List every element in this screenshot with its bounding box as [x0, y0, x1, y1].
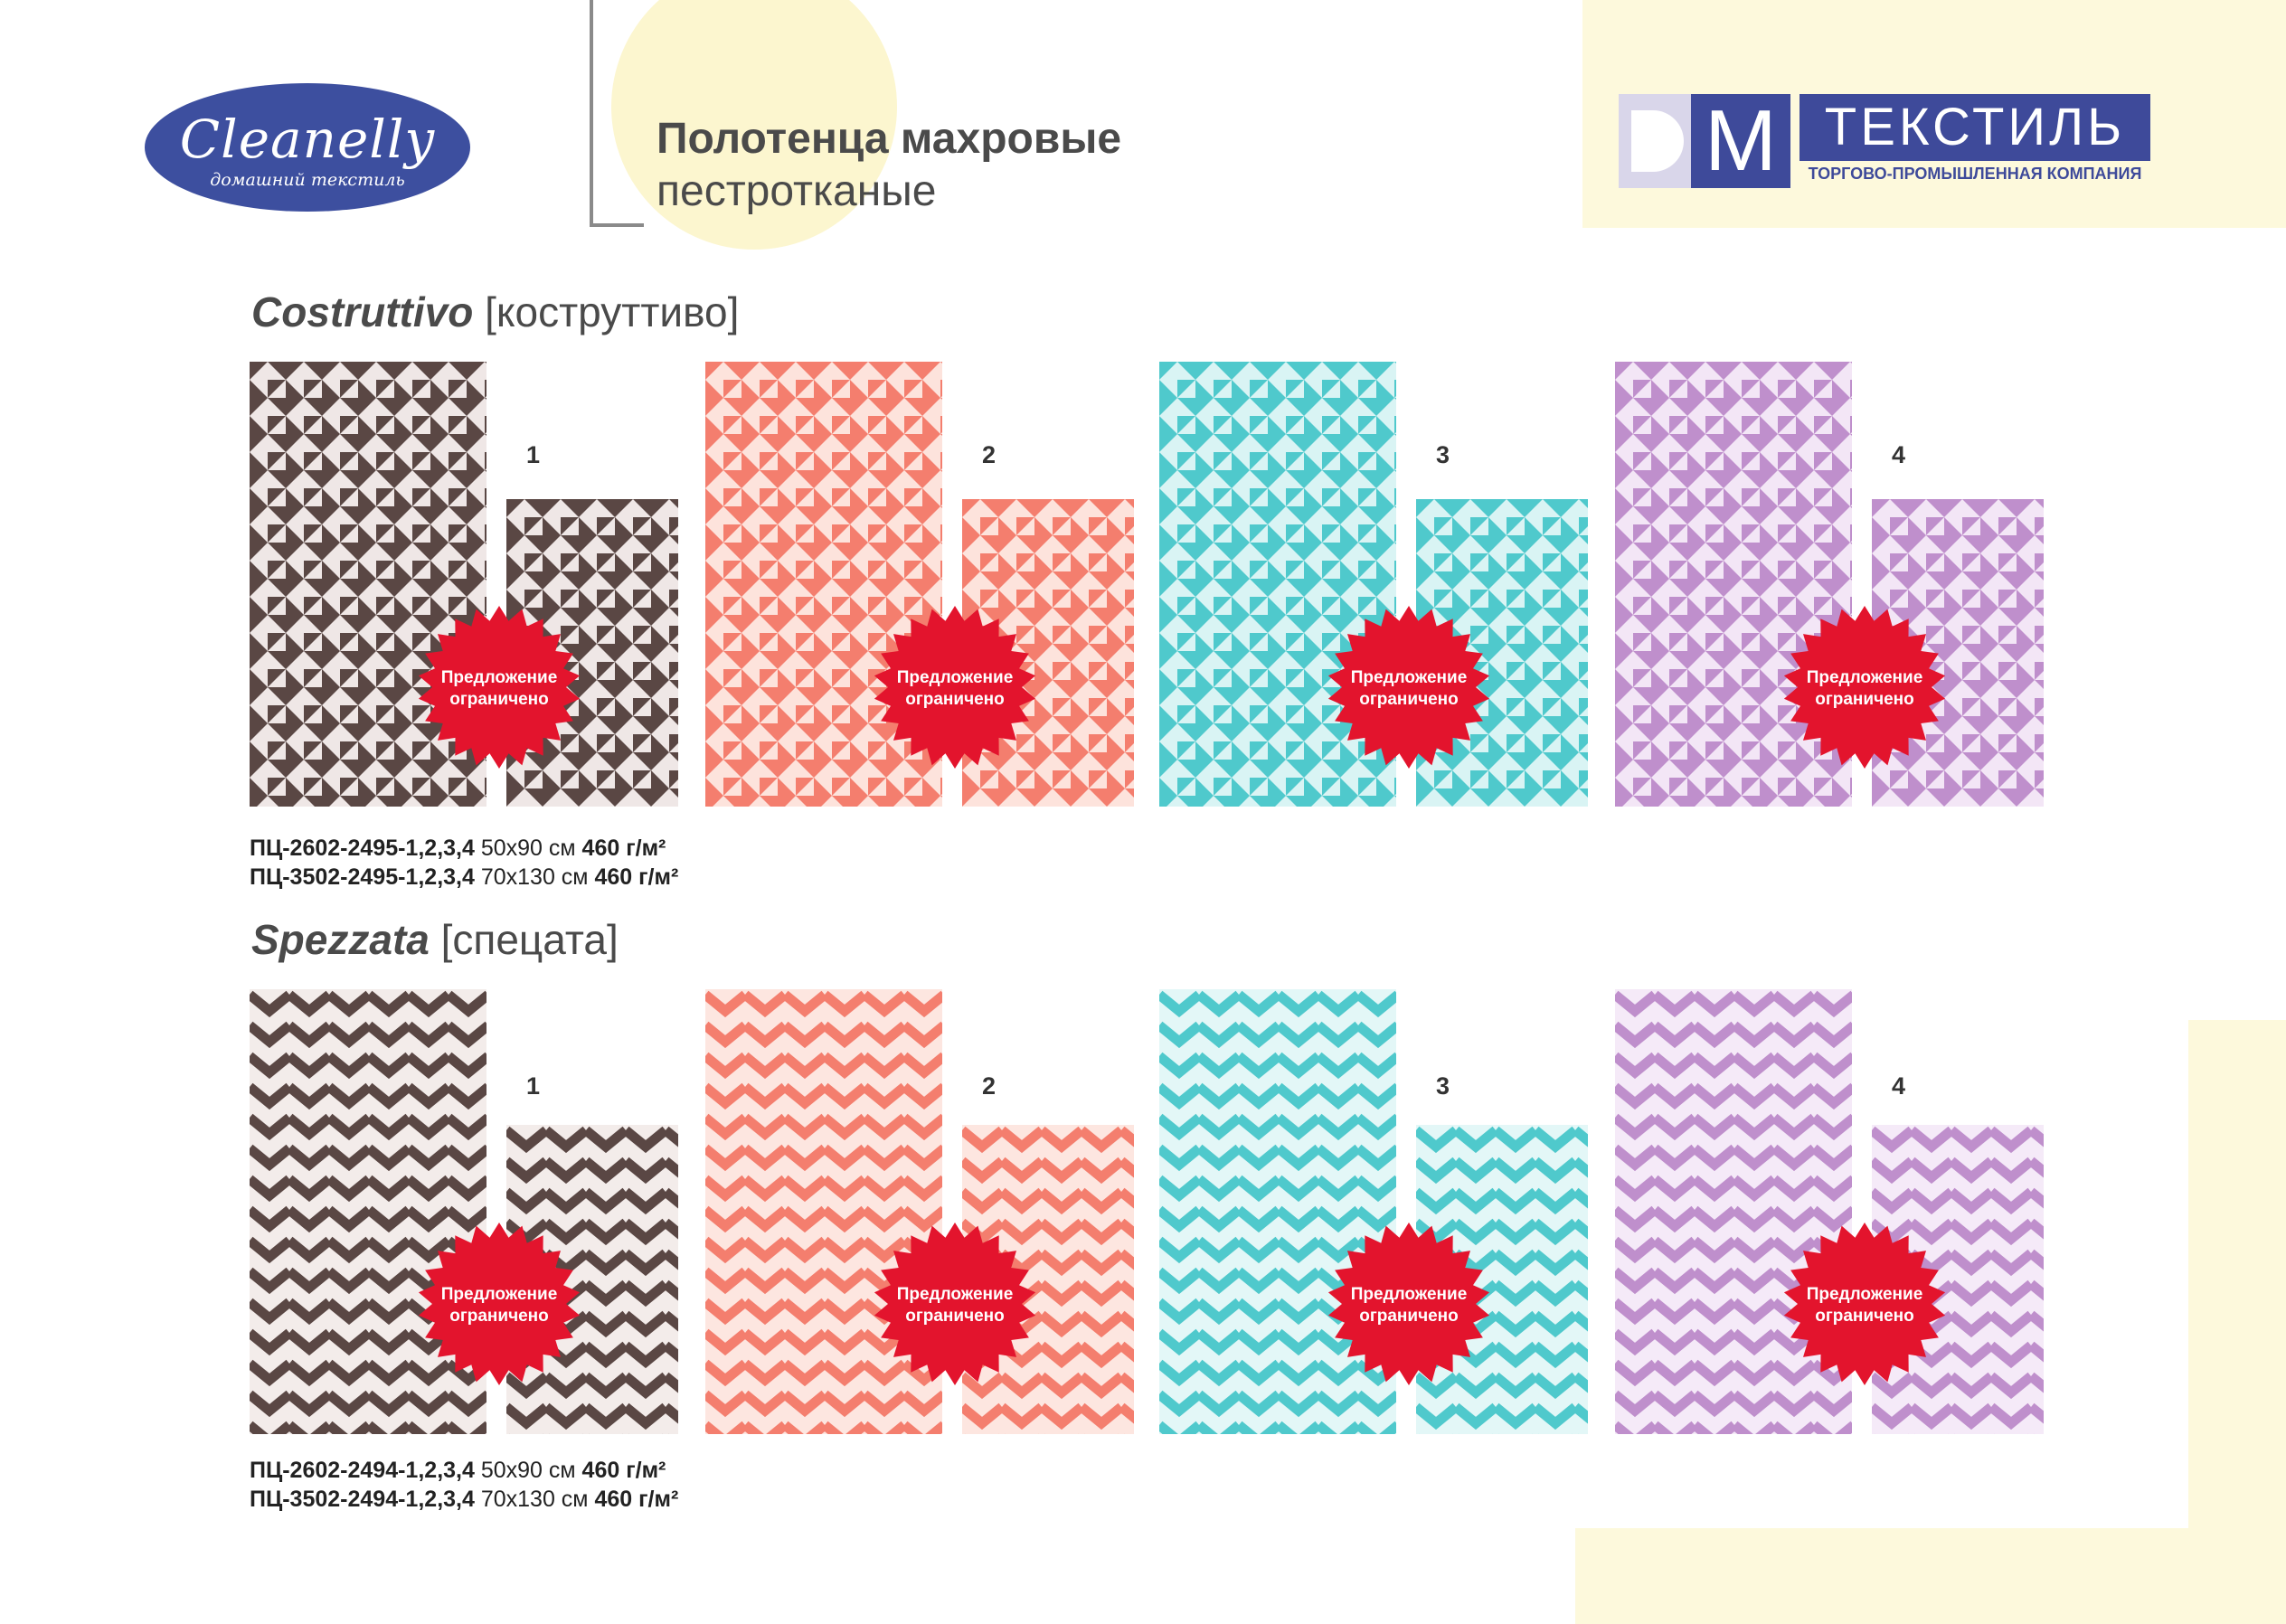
- towel-large: [1615, 989, 1852, 1434]
- dm-textile-logo: M ТЕКСТИЛЬ ТОРГОВО-ПРОМЫШЛЕННАЯ КОМПАНИЯ: [1619, 94, 2150, 188]
- limited-offer-badge: Предложение ограничено: [1327, 606, 1490, 769]
- spec-size: 50х90 см: [480, 836, 576, 861]
- spec-size: 50х90 см: [480, 1458, 576, 1483]
- decor-bracket-horizontal: [590, 223, 644, 227]
- cleanelly-logo-subtitle: домашний текстиль: [210, 170, 405, 190]
- section-name: Costruttivo: [251, 288, 474, 335]
- section-title-costruttivo: Costruttivo [коструттиво]: [251, 288, 739, 336]
- badge-line-1: Предложение: [896, 668, 1014, 687]
- spec-size: 70х130 см: [480, 1487, 589, 1512]
- badge-line-2: ограничено: [1359, 690, 1459, 709]
- dm-logo-d-shape: [1631, 110, 1684, 172]
- limited-offer-badge: Предложение ограничено: [418, 1223, 581, 1385]
- dm-logo-letters: M: [1691, 94, 1790, 188]
- limited-offer-badge: Предложение ограничено: [874, 1223, 1036, 1385]
- spec-density: 460 г/м²: [594, 864, 679, 890]
- spec-code: ПЦ-2602-2495-1,2,3,4: [250, 836, 475, 861]
- limited-offer-text: Предложение ограничено: [1327, 1284, 1490, 1327]
- badge-line-1: Предложение: [896, 1285, 1014, 1304]
- variant-number: 4: [1892, 441, 1906, 468]
- variant-number: 2: [982, 441, 997, 468]
- spec-line: ПЦ-2602-2494-1,2,3,4 50х90 см 460 г/м²: [250, 1458, 666, 1484]
- badge-line-1: Предложение: [440, 1285, 558, 1304]
- starburst-icon: [1327, 606, 1490, 769]
- starburst-icon: [1783, 606, 1946, 769]
- starburst-icon: [1783, 1223, 1946, 1385]
- towel-large: [705, 989, 942, 1434]
- spec-density: 460 г/м²: [581, 1458, 666, 1483]
- limited-offer-text: Предложение ограничено: [1327, 667, 1490, 711]
- limited-offer-badge: Предложение ограничено: [418, 606, 581, 769]
- page-title: Полотенца махровые: [657, 115, 1122, 163]
- decor-cream-block-bottom: [1575, 1528, 2286, 1624]
- spec-density: 460 г/м²: [581, 836, 666, 861]
- section-translit: [спецата]: [440, 916, 619, 963]
- limited-offer-text: Предложение ограничено: [1783, 667, 1946, 711]
- starburst-icon: [418, 606, 581, 769]
- dm-logo-tagline: ТОРГОВО-ПРОМЫШЛЕННАЯ КОМПАНИЯ: [1808, 165, 2142, 183]
- variant-number: 3: [1436, 441, 1450, 468]
- badge-line-2: ограничено: [1815, 1307, 1914, 1326]
- badge-line-2: ограничено: [905, 690, 1005, 709]
- spec-code: ПЦ-3502-2495-1,2,3,4: [250, 864, 475, 890]
- spec-code: ПЦ-2602-2494-1,2,3,4: [250, 1458, 475, 1483]
- spec-line: ПЦ-3502-2494-1,2,3,4 70х130 см 460 г/м²: [250, 1487, 678, 1513]
- limited-offer-badge: Предложение ограничено: [1327, 1223, 1490, 1385]
- spec-size: 70х130 см: [480, 864, 589, 890]
- starburst-icon: [874, 1223, 1036, 1385]
- badge-line-2: ограничено: [449, 690, 549, 709]
- badge-line-1: Предложение: [1806, 668, 1923, 687]
- starburst-icon: [418, 1223, 581, 1385]
- variant-number: 1: [526, 1072, 541, 1100]
- badge-line-2: ограничено: [449, 1307, 549, 1326]
- spec-density: 460 г/м²: [594, 1487, 679, 1512]
- limited-offer-text: Предложение ограничено: [418, 1284, 581, 1327]
- towel-large: [250, 989, 486, 1434]
- variant-number: 2: [982, 1072, 997, 1100]
- decor-circle: [611, 0, 897, 250]
- starburst-icon: [874, 606, 1036, 769]
- spec-line: ПЦ-3502-2495-1,2,3,4 70х130 см 460 г/м²: [250, 864, 678, 891]
- section-translit: [коструттиво]: [485, 288, 740, 335]
- badge-line-1: Предложение: [1350, 1285, 1468, 1304]
- limited-offer-text: Предложение ограничено: [874, 1284, 1036, 1327]
- limited-offer-badge: Предложение ограничено: [1783, 606, 1946, 769]
- limited-offer-text: Предложение ограничено: [1783, 1284, 1946, 1327]
- starburst-icon: [1327, 1223, 1490, 1385]
- decor-bracket-vertical: [590, 0, 593, 226]
- cleanelly-logo: [145, 83, 470, 212]
- limited-offer-badge: Предложение ограничено: [1783, 1223, 1946, 1385]
- badge-line-1: Предложение: [1806, 1285, 1923, 1304]
- limited-offer-text: Предложение ограничено: [874, 667, 1036, 711]
- variant-number: 4: [1892, 1072, 1906, 1100]
- cleanelly-logo-script: Cleanelly: [179, 109, 436, 170]
- badge-line-2: ограничено: [1815, 690, 1914, 709]
- badge-line-2: ограничено: [905, 1307, 1005, 1326]
- badge-line-2: ограничено: [1359, 1307, 1459, 1326]
- spec-code: ПЦ-3502-2494-1,2,3,4: [250, 1487, 475, 1512]
- page-subtitle: пестротканые: [657, 167, 937, 215]
- badge-line-1: Предложение: [1350, 668, 1468, 687]
- badge-line-1: Предложение: [440, 668, 558, 687]
- dm-logo-word: ТЕКСТИЛЬ: [1800, 94, 2150, 161]
- limited-offer-text: Предложение ограничено: [418, 667, 581, 711]
- section-title-spezzata: Spezzata [спецата]: [251, 915, 619, 964]
- variant-number: 3: [1436, 1072, 1450, 1100]
- section-name: Spezzata: [251, 916, 430, 963]
- towel-large: [1159, 989, 1396, 1434]
- variant-number: 1: [526, 441, 541, 468]
- limited-offer-badge: Предложение ограничено: [874, 606, 1036, 769]
- spec-line: ПЦ-2602-2495-1,2,3,4 50х90 см 460 г/м²: [250, 836, 666, 862]
- decor-cream-strip-right: [2188, 1020, 2286, 1624]
